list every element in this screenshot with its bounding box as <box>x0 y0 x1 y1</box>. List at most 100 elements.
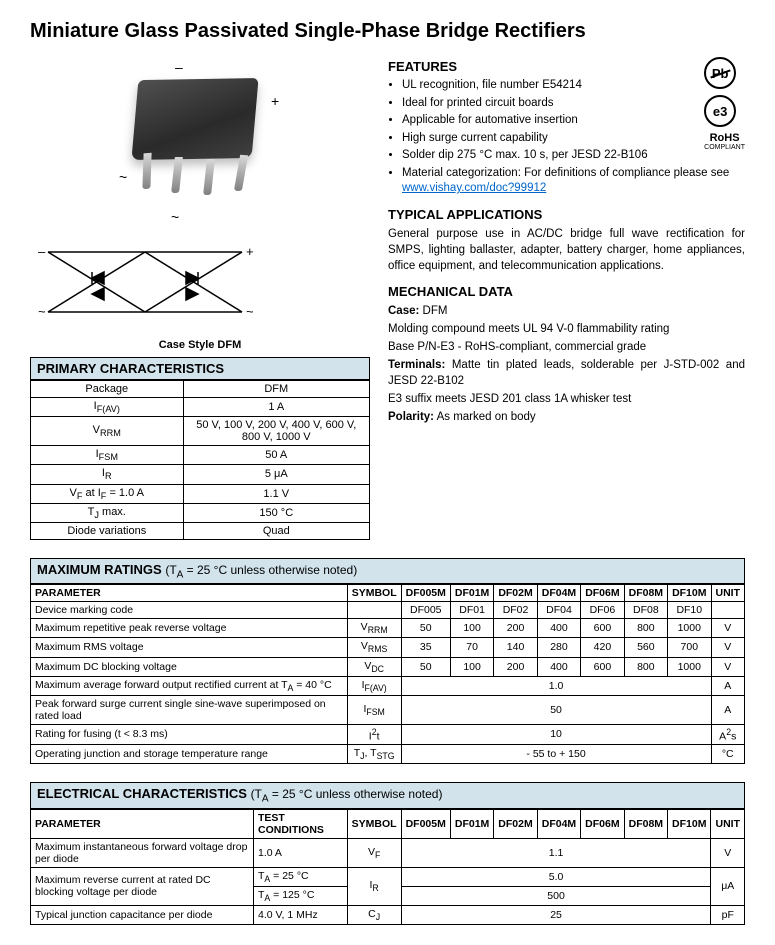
value-cell: 70 <box>450 638 493 657</box>
primary-label: Diode variations <box>31 522 184 539</box>
feature-item: UL recognition, file number E54214 <box>402 78 745 94</box>
svg-text:+: + <box>246 244 254 259</box>
value-cell: 100 <box>450 657 493 676</box>
unit-cell: V <box>711 838 745 867</box>
unit-cell: A <box>711 695 745 724</box>
column-header: PARAMETER <box>31 809 254 838</box>
value-cell: 600 <box>581 657 624 676</box>
column-header: SYMBOL <box>347 809 401 838</box>
elec-char-header: ELECTRICAL CHARACTERISTICS (TA = 25 °C u… <box>30 782 745 808</box>
chip-leg-icon <box>234 155 248 191</box>
mechanical-line: Case: DFM <box>388 303 745 319</box>
parameter-cell: Device marking code <box>31 602 348 619</box>
value-cell: 200 <box>494 619 537 638</box>
unit-cell <box>711 602 745 619</box>
test-conditions-cell: TA = 25 °C <box>253 867 347 886</box>
value-cell: DF08 <box>624 602 667 619</box>
feature-item: Ideal for printed circuit boards <box>402 96 745 112</box>
column-header: DF02M <box>494 809 537 838</box>
svg-text:~: ~ <box>246 304 254 319</box>
value-cell: 560 <box>624 638 667 657</box>
column-header: DF06M <box>581 585 624 602</box>
parameter-cell: Maximum repetitive peak reverse voltage <box>31 619 348 638</box>
primary-label: VF at IF = 1.0 A <box>31 484 184 503</box>
test-conditions-cell: 4.0 V, 1 MHz <box>253 905 347 924</box>
primary-value: Quad <box>183 522 369 539</box>
ac-tilde-label: ~ <box>119 169 127 185</box>
value-cell: DF005 <box>401 602 450 619</box>
bridge-schematic-icon: – + ~ ~ <box>30 232 260 332</box>
unit-cell: A <box>711 676 745 695</box>
mechanical-line: Molding compound meets UL 94 V-0 flammab… <box>388 321 745 337</box>
chip-body-icon <box>131 78 258 160</box>
svg-text:–: – <box>38 244 46 259</box>
max-ratings-section: MAXIMUM RATINGS (TA = 25 °C unless other… <box>30 558 745 764</box>
column-header: TEST CONDITIONS <box>253 809 347 838</box>
parameter-cell: Typical junction capacitance per diode <box>31 905 254 924</box>
column-header: DF04M <box>537 585 580 602</box>
pb-free-icon: Pb <box>704 57 736 89</box>
chip-leg-icon <box>142 153 151 189</box>
max-ratings-header: MAXIMUM RATINGS (TA = 25 °C unless other… <box>30 558 745 584</box>
primary-value: 50 V, 100 V, 200 V, 400 V, 600 V, 800 V,… <box>183 417 369 446</box>
value-cell: 420 <box>581 638 624 657</box>
value-cell: 800 <box>624 657 667 676</box>
value-cell: 1000 <box>668 657 711 676</box>
value-cell: 140 <box>494 638 537 657</box>
applications-header: TYPICAL APPLICATIONS <box>388 207 745 222</box>
value-cell: 1000 <box>668 619 711 638</box>
value-cell: 100 <box>450 619 493 638</box>
primary-label: IF(AV) <box>31 398 184 417</box>
mechanical-line: E3 suffix meets JESD 201 class 1A whiske… <box>388 391 745 407</box>
parameter-cell: Peak forward surge current single sine-w… <box>31 695 348 724</box>
column-header: DF01M <box>450 585 493 602</box>
symbol-cell: VF <box>347 838 401 867</box>
symbol-cell: TJ, TSTG <box>347 745 401 764</box>
doc-link[interactable]: www.vishay.com/doc?99912 <box>402 182 546 194</box>
column-header: DF08M <box>624 809 667 838</box>
polarity-plus-label: + <box>271 93 279 109</box>
symbol-cell: CJ <box>347 905 401 924</box>
value-cell: - 55 to + 150 <box>401 745 711 764</box>
value-cell: DF06 <box>581 602 624 619</box>
page-title: Miniature Glass Passivated Single-Phase … <box>30 20 745 43</box>
value-cell: DF04 <box>537 602 580 619</box>
primary-characteristics-table: PackageDFMIF(AV)1 AVRRM50 V, 100 V, 200 … <box>30 380 370 540</box>
primary-value: 1 A <box>183 398 369 417</box>
parameter-cell: Operating junction and storage temperatu… <box>31 745 348 764</box>
value-cell: 5.0 <box>401 867 711 886</box>
top-columns: + – ~ ~ – + ~ ~ <box>30 57 745 540</box>
ac-tilde-label: ~ <box>171 209 179 225</box>
value-cell: DF01 <box>450 602 493 619</box>
value-cell: 500 <box>401 886 711 905</box>
feature-item: High surge current capability <box>402 131 745 147</box>
unit-cell: V <box>711 638 745 657</box>
value-cell: 50 <box>401 619 450 638</box>
column-header: UNIT <box>711 809 745 838</box>
column-header: DF10M <box>668 585 711 602</box>
primary-label: VRRM <box>31 417 184 446</box>
feature-item: Applicable for automative insertion <box>402 113 745 129</box>
test-conditions-cell: TA = 125 °C <box>253 886 347 905</box>
column-header: PARAMETER <box>31 585 348 602</box>
right-column: Pb e3 RoHS COMPLIANT FEATURES UL recogni… <box>388 57 745 540</box>
column-header: DF01M <box>450 809 493 838</box>
primary-characteristics-header: PRIMARY CHARACTERISTICS <box>30 357 370 380</box>
applications-text: General purpose use in AC/DC bridge full… <box>388 226 745 274</box>
value-cell: DF10 <box>668 602 711 619</box>
unit-cell: V <box>711 619 745 638</box>
value-cell: 35 <box>401 638 450 657</box>
mechanical-header: MECHANICAL DATA <box>388 284 745 299</box>
feature-item: Solder dip 275 °C max. 10 s, per JESD 22… <box>402 148 745 164</box>
chip-leg-icon <box>171 157 183 193</box>
max-ratings-table: PARAMETERSYMBOLDF005MDF01MDF02MDF04MDF06… <box>30 584 745 764</box>
column-header: SYMBOL <box>347 585 401 602</box>
unit-cell: V <box>711 657 745 676</box>
value-cell: 800 <box>624 619 667 638</box>
parameter-cell: Maximum RMS voltage <box>31 638 348 657</box>
primary-value: DFM <box>183 381 369 398</box>
unit-cell: μA <box>711 867 745 905</box>
column-header: DF04M <box>537 809 580 838</box>
symbol-cell: I2t <box>347 724 401 745</box>
value-cell: 700 <box>668 638 711 657</box>
